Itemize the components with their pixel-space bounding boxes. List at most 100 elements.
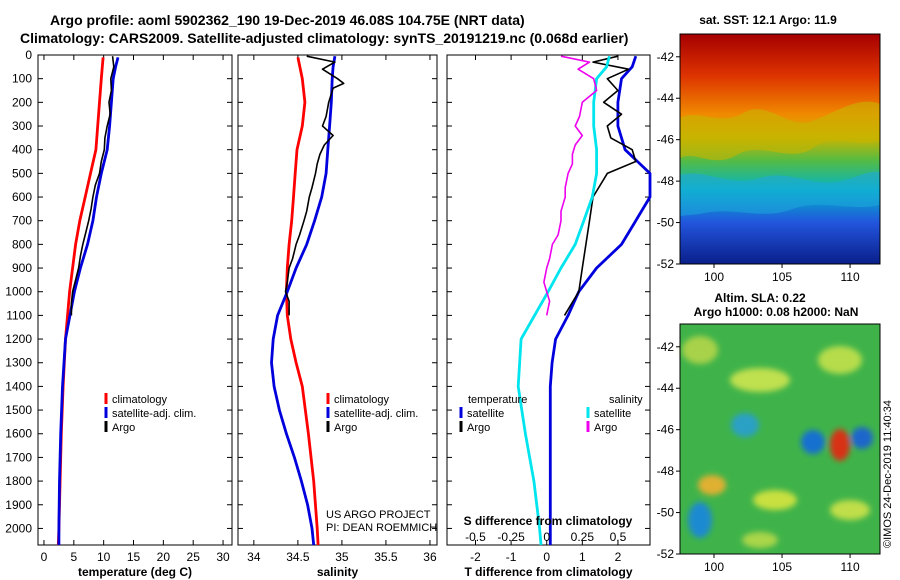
x-tick-label: 34 (247, 550, 261, 564)
sst-axis-ticks: -42 -44 -46 -48 -50 -52 100 105 110 (657, 50, 860, 284)
x-tick-label: 0 (41, 550, 48, 564)
project-annotation: PI: DEAN ROEMMICH (326, 522, 437, 534)
x-tick-label: 5 (70, 550, 77, 564)
legend-label: climatology (112, 394, 168, 406)
x-tick-label: 34.5 (286, 550, 310, 564)
sla-anomalies (682, 336, 873, 548)
x-tick-label: 30 (216, 550, 230, 564)
difference-panel: -2 -1 0 1 2T difference from climatology (446, 54, 652, 579)
map-lon-label: 100 (704, 560, 724, 574)
difference-legend: temperature salinity satellite Argo satellit… (459, 394, 643, 544)
series-climatology (56, 57, 105, 546)
map-lat-label: -50 (657, 216, 675, 230)
sla-map: Altim. SLA: 0.22 Argo h1000: 0.08 h2000:… (657, 291, 881, 574)
depth-tick-label: 1900 (5, 498, 32, 512)
map-lat-label: -42 (657, 340, 675, 354)
x-tick-label: 20 (157, 550, 171, 564)
series-satellite-adj-clim- (57, 57, 120, 545)
sst-front-band (680, 101, 880, 161)
depth-tick-label: 200 (12, 95, 32, 109)
s-tick-label: -0.5 (465, 530, 486, 544)
depth-tick-label: 1700 (5, 450, 32, 464)
depth-tick-label: 1200 (5, 332, 32, 346)
series-satellite-adj-clim- (270, 55, 337, 546)
legend-title-temperature: temperature (468, 394, 527, 406)
x-tick-label: 10 (97, 550, 111, 564)
depth-tick-label: 0 (25, 48, 32, 62)
series-t-satellite (548, 55, 652, 545)
x-tick-label: 35.5 (374, 550, 398, 564)
map-lon-label: 105 (772, 270, 792, 284)
depth-tick-label: 1800 (5, 474, 32, 488)
legend-title-salinity: salinity (609, 394, 643, 406)
series-climatology (284, 57, 320, 546)
depth-tick-label: 1500 (5, 403, 32, 417)
difference-panel-frame (446, 54, 651, 546)
temperature-panel-frame (37, 54, 233, 546)
sla-map-frame (679, 323, 881, 555)
map-lat-label: -52 (657, 547, 675, 561)
x-tick-label: 15 (127, 550, 141, 564)
series-argo (70, 56, 115, 316)
x-tick-label: 35 (335, 550, 349, 564)
s-tick-label: -0.25 (497, 530, 525, 544)
map-lat-label: -50 (657, 506, 675, 520)
sst-cool-band (680, 171, 880, 216)
x-tick-label: 2 (615, 550, 622, 564)
series-argo (284, 55, 345, 316)
series-s-satellite (516, 55, 611, 546)
s-axis-label: S difference from climatology (464, 514, 633, 528)
s-tick-label: 0 (543, 530, 550, 544)
x-tick-label: 25 (187, 550, 201, 564)
title-line-1: Argo profile: aoml 5902362_190 19-Dec-20… (50, 12, 525, 28)
map-lat-label: -52 (657, 257, 675, 271)
map-lat-label: -48 (657, 174, 675, 188)
x-tick-label: 36 (423, 550, 437, 564)
depth-tick-label: 800 (12, 237, 32, 251)
depth-tick-label: 400 (12, 143, 32, 157)
legend: climatology satellite-adj. clim. Argo (326, 393, 418, 434)
legend-label: Argo (467, 422, 490, 434)
sla-map-title-1: Altim. SLA: 0.22 (714, 291, 806, 305)
legend-label: Argo (334, 422, 357, 434)
depth-tick-label: 300 (12, 119, 32, 133)
s-tick-label: 0.25 (571, 530, 595, 544)
map-lat-label: -44 (657, 91, 675, 105)
depth-tick-label: 1100 (6, 308, 32, 322)
map-lon-label: 100 (704, 270, 724, 284)
legend-label: Argo (112, 422, 135, 434)
legend-label: satellite-adj. clim. (334, 408, 418, 420)
credit-text: ©IMOS 24-Dec-2019 11:40:34 (882, 400, 894, 548)
sla-map-title-2: Argo h1000: 0.08 h2000: NaN (694, 305, 859, 319)
map-lon-label: 105 (772, 560, 792, 574)
map-lat-label: -46 (657, 133, 675, 147)
s-tick-label: 0.5 (610, 530, 627, 544)
depth-tick-label: 100 (12, 72, 32, 86)
legend-label: satellite (467, 408, 504, 420)
depth-tick-label: 1300 (5, 356, 32, 370)
legend-label: climatology (334, 394, 390, 406)
depth-tick-label: 500 (12, 166, 32, 180)
x-tick-label: -2 (470, 550, 481, 564)
x-axis-label: temperature (deg C) (78, 565, 192, 579)
title-line-2: Climatology: CARS2009. Satellite-adjuste… (20, 30, 629, 46)
map-lat-label: -46 (657, 423, 675, 437)
x-tick-label: -1 (506, 550, 517, 564)
depth-tick-label: 1000 (5, 285, 32, 299)
salinity-panel: 34 34.5 35 35.5 36 salinity (237, 54, 438, 579)
depth-tick-label: 1600 (5, 427, 32, 441)
map-lon-label: 110 (840, 270, 859, 284)
x-tick-label: 0 (543, 550, 550, 564)
legend-label: Argo (594, 422, 617, 434)
map-lat-label: -42 (657, 50, 675, 64)
depth-tick-label: 600 (12, 190, 32, 204)
map-lat-label: -48 (657, 464, 675, 478)
sla-axis-ticks: -42 -44 -46 -48 -50 -52 100 105 110 (657, 340, 860, 574)
depth-tick-label: 700 (12, 214, 32, 228)
project-annotation: US ARGO PROJECT (326, 509, 431, 521)
series-t-argo (563, 55, 637, 316)
x-axis-label: salinity (317, 565, 359, 579)
salinity-panel-frame (237, 54, 438, 546)
sst-map-frame (679, 33, 881, 265)
